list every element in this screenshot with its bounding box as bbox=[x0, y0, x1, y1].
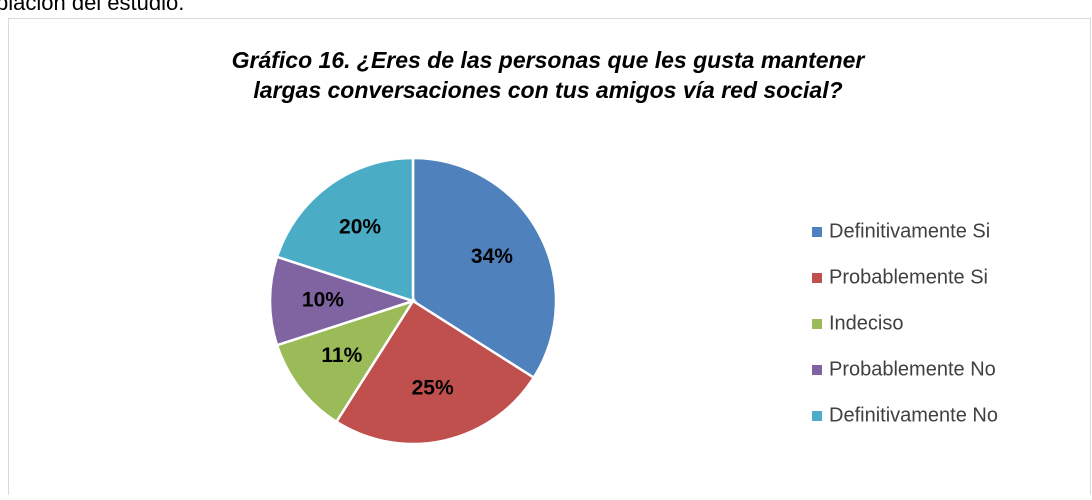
legend-swatch bbox=[812, 227, 822, 237]
pie-slice bbox=[268, 255, 418, 347]
legend-label: Probablemente No bbox=[829, 358, 996, 380]
data-label: 25% bbox=[412, 376, 454, 399]
data-label: 20% bbox=[339, 216, 381, 239]
data-label: 34% bbox=[471, 245, 513, 268]
pie-slice bbox=[275, 298, 416, 424]
legend-label: Indeciso bbox=[829, 312, 904, 334]
legend-label: Probablemente Si bbox=[829, 266, 988, 288]
data-label: 10% bbox=[302, 289, 344, 312]
pie-slice bbox=[275, 156, 415, 303]
legend-label: Definitivamente Si bbox=[829, 220, 990, 242]
page-text: blación del estudio. bbox=[0, 0, 184, 15]
legend-swatch bbox=[812, 319, 822, 329]
legend-swatch bbox=[812, 273, 822, 283]
chart-title: Gráfico 16. ¿Eres de las personas que le… bbox=[232, 47, 866, 103]
legend-label: Definitivamente No bbox=[829, 404, 998, 426]
data-label: 11% bbox=[321, 344, 362, 367]
legend-swatch bbox=[812, 365, 822, 375]
pie-slice bbox=[334, 299, 536, 446]
legend-swatch bbox=[812, 411, 822, 421]
